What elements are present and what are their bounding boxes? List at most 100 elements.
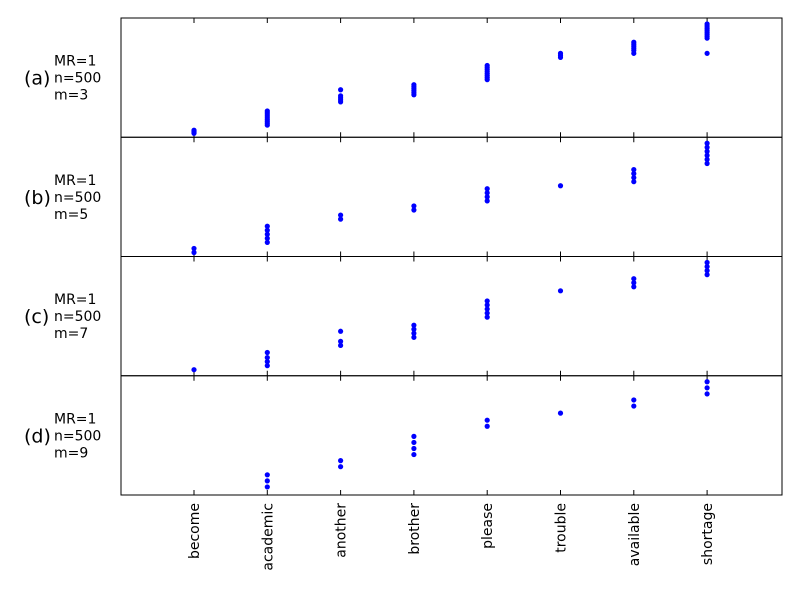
data-point bbox=[264, 359, 270, 365]
panel-tag-label: (a) bbox=[24, 68, 50, 90]
data-point bbox=[484, 198, 490, 204]
panel-tag-label: (b) bbox=[24, 187, 51, 209]
data-point bbox=[484, 62, 490, 69]
data-point bbox=[411, 82, 417, 88]
panel-frame bbox=[120, 17, 783, 138]
data-point bbox=[631, 284, 637, 290]
data-point bbox=[191, 245, 197, 252]
data-point bbox=[704, 156, 710, 163]
data-point bbox=[557, 183, 564, 189]
data-point bbox=[704, 263, 710, 270]
data-point bbox=[484, 186, 490, 192]
data-point bbox=[338, 464, 344, 470]
panel-tag-label: (c) bbox=[24, 306, 49, 328]
panels-layer: (a)MR=1n=500m=3(b)MR=1n=500m=5(c)MR=1n=5… bbox=[24, 17, 783, 496]
data-point bbox=[338, 212, 344, 218]
data-point bbox=[411, 334, 417, 340]
data-point bbox=[338, 87, 344, 93]
data-point bbox=[704, 379, 710, 385]
data-point bbox=[191, 249, 197, 256]
data-point bbox=[411, 439, 417, 446]
panel-param-label: MR=1 bbox=[54, 173, 96, 189]
x-tick-label: trouble bbox=[554, 503, 570, 553]
data-point bbox=[631, 171, 637, 177]
data-point bbox=[631, 179, 637, 185]
data-point bbox=[264, 231, 270, 237]
data-point bbox=[704, 268, 710, 274]
panel-param-label: n=500 bbox=[54, 309, 101, 325]
data-point bbox=[704, 152, 710, 159]
data-point bbox=[631, 39, 637, 45]
data-point bbox=[411, 326, 417, 332]
data-point bbox=[631, 403, 637, 409]
panel-param-label: MR=1 bbox=[54, 292, 96, 308]
data-point bbox=[557, 288, 564, 294]
data-point bbox=[264, 108, 270, 114]
data-point bbox=[264, 478, 270, 484]
panel-param-label: m=3 bbox=[54, 88, 88, 104]
data-point bbox=[484, 302, 490, 308]
data-point bbox=[704, 160, 710, 167]
data-point bbox=[411, 433, 417, 439]
data-point bbox=[411, 322, 417, 328]
data-point bbox=[264, 227, 270, 233]
data-point bbox=[338, 216, 344, 222]
data-point bbox=[631, 175, 637, 181]
data-point bbox=[264, 484, 270, 490]
panel-param-label: MR=1 bbox=[54, 54, 96, 70]
panel-param-label: n=500 bbox=[54, 71, 101, 87]
x-tick-label: another bbox=[334, 503, 350, 558]
panel-frame bbox=[120, 375, 783, 496]
data-point bbox=[411, 207, 417, 213]
data-point bbox=[557, 50, 564, 56]
data-point bbox=[484, 190, 490, 196]
data-point bbox=[704, 385, 710, 391]
data-point bbox=[191, 127, 197, 133]
panel-tag-label: (d) bbox=[24, 425, 51, 447]
panel-frame bbox=[120, 256, 783, 377]
data-point bbox=[338, 458, 344, 464]
data-point bbox=[631, 166, 637, 173]
data-point bbox=[484, 194, 490, 200]
data-point bbox=[484, 310, 490, 316]
panel-param-label: m=5 bbox=[54, 207, 88, 223]
data-point bbox=[411, 451, 417, 458]
data-point bbox=[704, 148, 710, 154]
data-point bbox=[264, 354, 270, 361]
x-tick-label: become bbox=[187, 503, 203, 559]
x-tick-label: brother bbox=[407, 503, 423, 555]
data-point bbox=[338, 342, 344, 349]
data-point bbox=[411, 330, 417, 336]
data-point bbox=[191, 367, 197, 373]
data-point bbox=[484, 306, 490, 312]
panel-frame bbox=[120, 136, 783, 257]
data-point bbox=[484, 314, 490, 320]
data-point bbox=[704, 259, 710, 266]
data-point bbox=[338, 93, 344, 99]
x-axis-ticks: become academic another brother please troubl… bbox=[187, 503, 716, 571]
panel-param-label: n=500 bbox=[54, 428, 101, 444]
x-tick-label: academic bbox=[260, 503, 276, 571]
data-point bbox=[631, 397, 637, 403]
data-point bbox=[264, 472, 270, 478]
panel-param-label: m=9 bbox=[54, 445, 88, 461]
data-point bbox=[484, 417, 490, 423]
data-point bbox=[338, 328, 344, 334]
data-point bbox=[411, 445, 417, 452]
panel-param-label: n=500 bbox=[54, 190, 101, 206]
x-tick-label: shortage bbox=[700, 503, 716, 565]
x-tick-label: available bbox=[627, 503, 643, 566]
data-point bbox=[264, 239, 270, 245]
x-tick-label: please bbox=[480, 503, 496, 549]
data-point bbox=[411, 203, 417, 209]
data-point bbox=[338, 338, 344, 344]
data-point bbox=[704, 50, 710, 56]
data-point bbox=[264, 235, 270, 241]
data-point bbox=[264, 223, 270, 229]
panel-param-label: m=7 bbox=[54, 326, 88, 342]
